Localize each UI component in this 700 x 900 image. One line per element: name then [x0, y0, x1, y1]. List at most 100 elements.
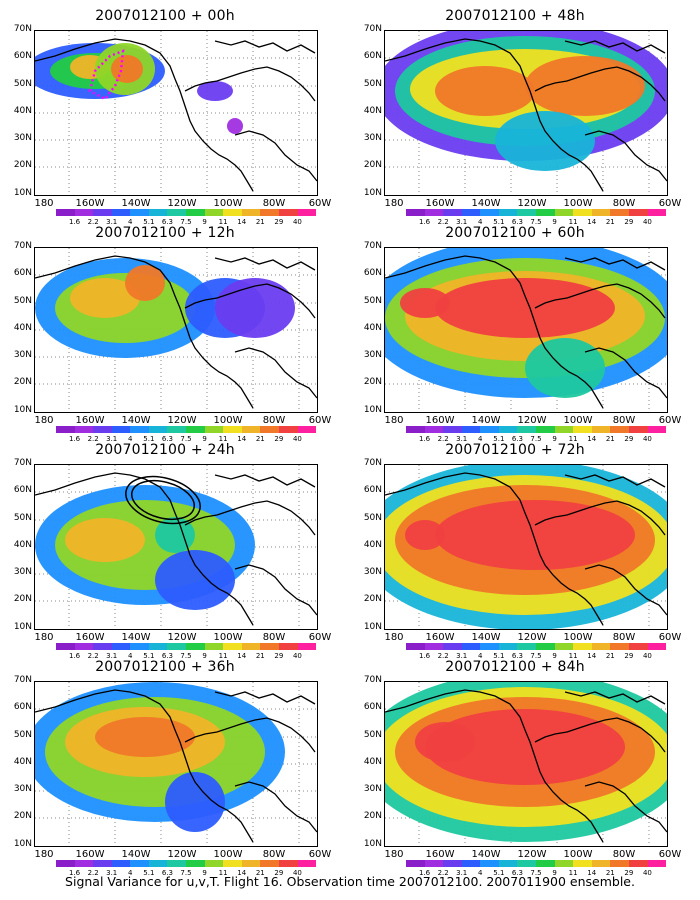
latitude-label: 50N: [13, 730, 32, 740]
latitude-label: 50N: [363, 79, 382, 89]
longitude-label: 160W: [75, 198, 105, 209]
colorbar-labels: 1.6 2.2 3.1 4 5.1 6.3 7.5 9 11 14 21 29 40: [406, 652, 666, 662]
colorbar-swatch: [260, 643, 279, 650]
latitude-label: 40N: [363, 323, 382, 333]
longitude-label: 60W: [308, 632, 332, 643]
colorbar-tick-label: 7.5: [530, 652, 542, 660]
colorbar-swatch: [148, 643, 168, 650]
colorbar-tick-label: 7.5: [180, 869, 192, 877]
latitude-label: 60N: [13, 268, 32, 278]
coastline: [385, 689, 667, 843]
variance-contour: [125, 265, 165, 301]
longitude-label: 100W: [563, 849, 593, 860]
colorbar-swatch: [554, 426, 574, 433]
colorbar-tick-label: 29: [624, 869, 634, 877]
colorbar-swatch: [167, 426, 187, 433]
colorbar-tick-label: 11: [218, 869, 228, 877]
coastline: [385, 472, 667, 626]
colorbar-tick-label: 3.1: [106, 435, 118, 443]
colorbar-tick-label: 11: [568, 218, 578, 226]
colorbar-tick-label: 2.2: [87, 218, 99, 226]
latitude-label: 10N: [363, 839, 382, 849]
colorbar: [56, 426, 317, 433]
longitude-label: 160W: [425, 632, 455, 643]
longitude-label: 80W: [262, 198, 286, 209]
colorbar-swatch: [517, 643, 537, 650]
latitude-label: 70N: [363, 24, 382, 34]
colorbar-swatch: [278, 860, 298, 867]
colorbar-swatch: [130, 209, 149, 216]
latitude-label: 60N: [363, 702, 382, 712]
colorbar-tick-label: 11: [218, 435, 228, 443]
colorbar-tick-label: 29: [274, 652, 284, 660]
variance-contour: [435, 500, 635, 570]
colorbar-tick-label: 3.1: [106, 652, 118, 660]
longitude-label: 80W: [612, 849, 636, 860]
longitude-label: 180: [34, 849, 54, 860]
colorbar-swatch: [186, 209, 205, 216]
colorbar-swatch: [573, 426, 592, 433]
panel-title: 2007012100 + 60h: [445, 225, 585, 241]
latitude-label: 40N: [363, 106, 382, 116]
latitude-label: 60N: [363, 485, 382, 495]
variance-field: [35, 248, 317, 412]
latitude-label: 10N: [13, 622, 32, 632]
colorbar-tick-label: 40: [292, 218, 302, 226]
colorbar-swatch: [443, 643, 462, 650]
latitude-label: 40N: [13, 757, 32, 767]
longitude-label: 180: [34, 415, 54, 426]
colorbar-tick-label: 3.1: [456, 652, 468, 660]
colorbar-tick-label: 40: [642, 218, 652, 226]
panel-title: 2007012100 + 00h: [95, 8, 235, 24]
latitude-label: 30N: [363, 350, 382, 360]
colorbar-tick-label: 3.1: [106, 218, 118, 226]
colorbar-swatch: [278, 426, 298, 433]
latitude-label: 70N: [13, 241, 32, 251]
latitude-label: 30N: [13, 784, 32, 794]
colorbar-tick-label: 11: [568, 652, 578, 660]
colorbar-tick-label: 5.1: [493, 218, 505, 226]
colorbar-swatch: [610, 643, 629, 650]
longitude-label: 180: [384, 198, 404, 209]
colorbar-tick-label: 3.1: [106, 869, 118, 877]
colorbar-swatch: [186, 426, 205, 433]
longitude-label: 160W: [75, 415, 105, 426]
colorbar-swatch: [628, 426, 648, 433]
colorbar-tick-label: 2.2: [87, 435, 99, 443]
colorbar-swatch: [443, 860, 462, 867]
latitude-label: 20N: [13, 377, 32, 387]
latitude-label: 20N: [13, 811, 32, 821]
colorbar-swatch: [111, 209, 131, 216]
colorbar-tick-label: 5.1: [493, 652, 505, 660]
latitude-label: 60N: [363, 268, 382, 278]
map-panel: 2007012100 + 72h 70N 60N 50N 40N 30N 20N 10N 180…: [350, 442, 682, 660]
colorbar-swatch: [591, 860, 611, 867]
colorbar-tick-label: 14: [587, 869, 597, 877]
variance-contour: [400, 288, 450, 318]
colorbar-tick-label: 4: [478, 435, 483, 443]
colorbar-tick-label: 1.6: [418, 652, 431, 660]
colorbar-swatch: [647, 209, 667, 216]
coastline: [385, 38, 667, 192]
panel-title: 2007012100 + 48h: [445, 8, 585, 24]
colorbar-swatch: [554, 643, 574, 650]
colorbar-swatch: [517, 209, 537, 216]
colorbar-swatch: [461, 209, 481, 216]
colorbar-tick-label: 1.6: [68, 218, 81, 226]
colorbar-swatch: [56, 860, 75, 867]
panel-title: 2007012100 + 72h: [445, 442, 585, 458]
latitude-label: 20N: [363, 377, 382, 387]
map-plot-area: [34, 247, 318, 413]
colorbar-tick-label: 21: [255, 435, 265, 443]
longitude-label: 160W: [75, 849, 105, 860]
colorbar-swatch: [480, 643, 499, 650]
colorbar-swatch: [406, 643, 425, 650]
colorbar-labels: 1.6 2.2 3.1 4 5.1 6.3 7.5 9 11 14 21 29 40: [56, 435, 316, 445]
panel-title: 2007012100 + 36h: [95, 659, 235, 675]
colorbar-tick-label: 11: [218, 218, 228, 226]
map-panel: 2007012100 + 84h 70N 60N 50N 40N 30N 20N 10N 180…: [350, 659, 682, 877]
colorbar-swatch: [204, 643, 224, 650]
colorbar-tick-label: 40: [642, 652, 652, 660]
colorbar-tick-label: 7.5: [530, 435, 542, 443]
colorbar-swatch: [130, 426, 149, 433]
